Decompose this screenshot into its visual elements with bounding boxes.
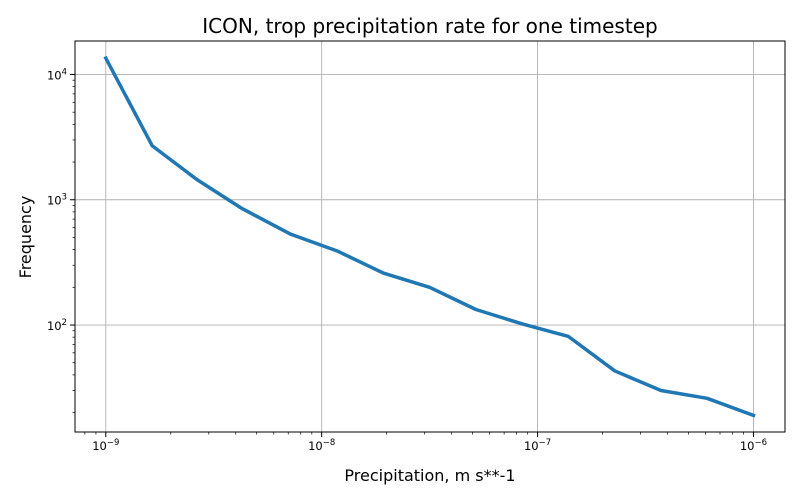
y-tick-exponent: 2 [62, 318, 67, 328]
y-tick-base: 10 [47, 68, 62, 82]
y-tick-exponent: 4 [62, 67, 67, 77]
x-tick-exponent: −6 [755, 438, 768, 448]
x-tick-base: 10 [524, 439, 539, 453]
y-tick-base: 10 [47, 194, 62, 208]
series-line [103, 55, 756, 418]
grid [75, 41, 785, 432]
x-tick-base: 10 [740, 439, 755, 453]
y-tick-base: 10 [47, 319, 62, 333]
y-tick-label: 103 [47, 193, 67, 208]
x-tick-label: 10−8 [308, 438, 335, 453]
x-axis-label: Precipitation, m s**-1 [344, 466, 515, 485]
x-tick-exponent: −9 [107, 438, 120, 448]
x-tick-exponent: −8 [323, 438, 336, 448]
y-tick-label: 102 [47, 318, 67, 333]
x-tick-base: 10 [92, 439, 107, 453]
chart-title: ICON, trop precipitation rate for one ti… [202, 14, 657, 38]
x-tick-label: 10−9 [92, 438, 119, 453]
x-tick-base: 10 [308, 439, 323, 453]
y-tick-exponent: 3 [62, 193, 67, 203]
series-layer [103, 55, 756, 418]
x-tick-label: 10−7 [524, 438, 551, 453]
x-tick-exponent: −7 [539, 438, 552, 448]
y-axis-label: Frequency [16, 196, 35, 279]
y-tick-label: 104 [47, 67, 67, 82]
plot-frame [74, 40, 786, 433]
x-tick-label: 10−6 [740, 438, 767, 453]
